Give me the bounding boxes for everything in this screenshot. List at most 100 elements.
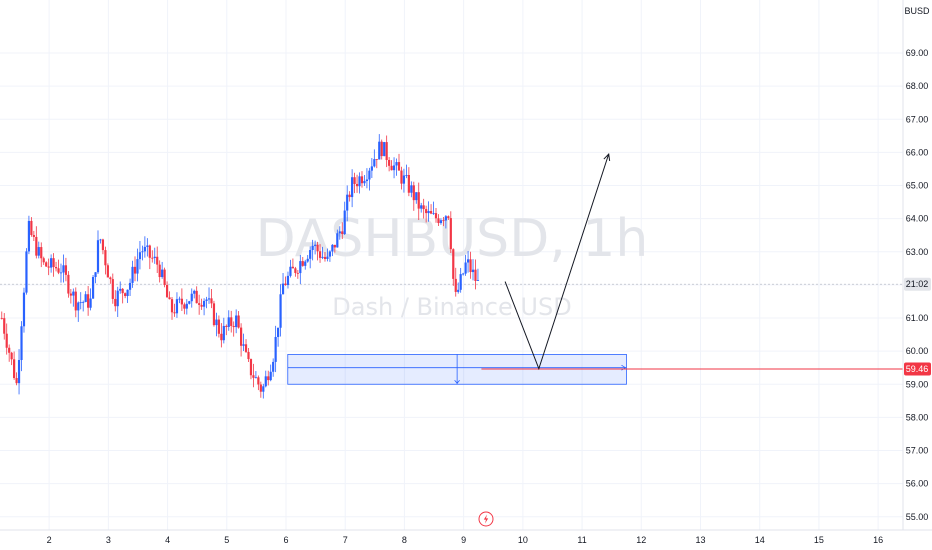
candle-up xyxy=(20,321,23,372)
candle-down xyxy=(158,260,161,283)
candle-down xyxy=(318,244,322,263)
candle-up xyxy=(131,260,134,288)
candle-down xyxy=(151,250,154,263)
time-axis[interactable]: 2 3 4 5 6 7 8 9 10 11 12 13 14 15 16 xyxy=(47,535,883,545)
grid xyxy=(0,0,903,530)
x-tick-label: 16 xyxy=(873,535,883,545)
candle-up xyxy=(138,241,142,270)
candle-up xyxy=(235,309,238,334)
candle-up xyxy=(281,273,285,295)
candle-up xyxy=(343,201,346,236)
candle-up xyxy=(99,238,102,244)
candle-up xyxy=(274,325,277,373)
candle-up xyxy=(365,168,369,189)
candle-up xyxy=(82,300,85,312)
candle-down xyxy=(111,273,114,304)
candle-up xyxy=(262,383,265,399)
y-tick-label: 69.00 xyxy=(906,48,929,58)
candle-down xyxy=(400,166,403,190)
candle-up xyxy=(444,215,447,229)
candle-down xyxy=(52,253,55,277)
candle-down xyxy=(452,248,455,286)
candle-down xyxy=(244,339,248,353)
candle-up xyxy=(72,288,75,307)
candle-up xyxy=(462,272,465,276)
candle-down xyxy=(257,375,260,391)
candle-up xyxy=(321,246,324,260)
x-tick-label: 7 xyxy=(343,535,348,545)
lightning-icon[interactable] xyxy=(478,511,494,527)
candle-up xyxy=(79,292,82,310)
x-tick-label: 5 xyxy=(224,535,229,545)
candle-down xyxy=(45,261,48,268)
candle-down xyxy=(217,315,220,338)
candle-down xyxy=(442,217,445,227)
candle-up xyxy=(94,272,97,284)
candle-up xyxy=(77,301,80,322)
candles xyxy=(0,134,480,399)
candle-up xyxy=(336,229,339,248)
candle-down xyxy=(87,286,90,316)
candle-down xyxy=(69,288,72,304)
candle-up xyxy=(207,287,211,304)
candle-down xyxy=(390,160,393,171)
candle-up xyxy=(328,250,332,262)
candle-up xyxy=(309,246,312,269)
candle-up xyxy=(96,230,100,274)
candle-down xyxy=(434,208,438,223)
candle-down xyxy=(348,191,351,202)
candle-up xyxy=(289,259,292,278)
x-tick-label: 3 xyxy=(106,535,111,545)
candle-down xyxy=(353,172,356,194)
candle-down xyxy=(412,181,415,211)
candle-down xyxy=(173,303,176,317)
candle-up xyxy=(242,333,245,352)
candle-down xyxy=(397,153,401,171)
x-tick-label: 10 xyxy=(518,535,528,545)
candle-up xyxy=(222,317,225,344)
candle-down xyxy=(10,351,13,366)
y-tick-label: 66.00 xyxy=(906,147,929,157)
candle-down xyxy=(114,290,117,312)
candle-down xyxy=(30,217,33,237)
candle-up xyxy=(476,268,480,282)
candle-down xyxy=(417,182,420,221)
candle-up xyxy=(299,254,302,285)
candle-up xyxy=(358,172,361,194)
y-tick-label: 64.00 xyxy=(906,214,929,224)
x-tick-label: 13 xyxy=(695,535,705,545)
candle-up xyxy=(410,181,413,198)
candle-up xyxy=(464,254,467,276)
axis-badges: 21:02 59.46 xyxy=(904,277,931,376)
description-watermark: Dash / Binance USD xyxy=(332,293,571,321)
candle-down xyxy=(454,267,457,297)
candle-up xyxy=(314,240,317,255)
candle-up xyxy=(89,288,92,311)
y-tick-label: 61.00 xyxy=(906,313,929,323)
demand-zone[interactable] xyxy=(287,354,903,385)
candle-down xyxy=(230,310,233,333)
candle-down xyxy=(210,289,213,309)
candle-down xyxy=(148,244,151,270)
candle-up xyxy=(420,202,423,213)
candle-up xyxy=(304,259,307,270)
candle-down xyxy=(333,244,336,253)
candle-down xyxy=(425,205,428,223)
y-tick-label: 56.00 xyxy=(906,479,929,489)
projection-arrow[interactable] xyxy=(504,152,611,371)
candle-up xyxy=(338,226,341,240)
candle-up xyxy=(459,267,462,293)
projection-path[interactable] xyxy=(504,153,610,371)
candle-down xyxy=(294,266,297,277)
candle-up xyxy=(427,201,430,222)
candle-up xyxy=(126,289,129,303)
y-tick-label: 57.00 xyxy=(906,446,929,456)
candle-up xyxy=(471,259,475,281)
candle-up xyxy=(457,282,460,294)
candle-down xyxy=(284,276,287,286)
candle-down xyxy=(232,321,235,337)
candle-up xyxy=(269,364,272,382)
candle-down xyxy=(42,256,45,265)
candle-up xyxy=(311,239,314,261)
